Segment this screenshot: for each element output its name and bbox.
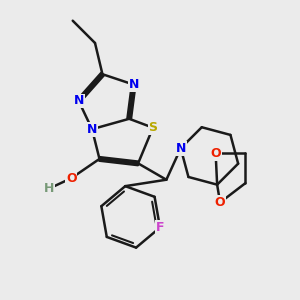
Text: H: H: [44, 182, 54, 195]
Text: O: O: [66, 172, 76, 185]
Text: S: S: [148, 121, 158, 134]
Text: N: N: [176, 142, 186, 155]
Text: O: O: [215, 196, 225, 209]
Text: N: N: [87, 123, 97, 136]
Text: O: O: [210, 147, 221, 160]
Text: N: N: [74, 94, 84, 107]
Text: F: F: [156, 221, 164, 234]
Text: N: N: [128, 78, 139, 91]
